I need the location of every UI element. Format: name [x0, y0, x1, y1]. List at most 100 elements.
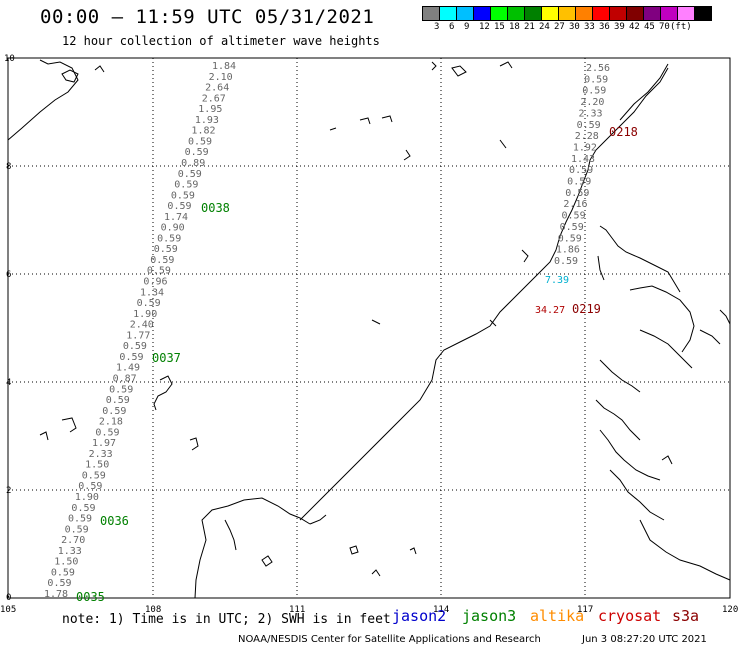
- color-scale-labels: 3 6 9 12 15 18 21 24 27 30 33 36 39 42 45 70 (ft): [422, 22, 740, 34]
- swh-label: 2.18: [99, 417, 123, 428]
- scale-label: 18: [509, 22, 520, 32]
- swh-label: 0.59: [567, 177, 591, 188]
- swh-label: 0.59: [565, 188, 589, 199]
- swh-label: 0.59: [562, 211, 586, 222]
- swh-label: 0.59: [558, 233, 582, 244]
- swh-label: 0.59: [65, 524, 89, 535]
- scale-label: 27: [554, 22, 565, 32]
- credit-date: Jun 3 08:27:20 UTC 2021: [582, 634, 707, 645]
- legend-jason2: jason2: [392, 607, 447, 625]
- scale-label: 21: [524, 22, 535, 32]
- swh-label: 2.28: [575, 131, 599, 142]
- swh-label: 2.20: [580, 97, 604, 108]
- swh-label: 0.59: [47, 578, 71, 589]
- pass-label-0219: 0219: [572, 302, 601, 316]
- scale-label: 39: [614, 22, 625, 32]
- swh-label: 2.67: [202, 93, 226, 104]
- swh-label-red: 34.27: [535, 305, 565, 316]
- pass-label-0036: 0036: [100, 514, 129, 528]
- swh-label: 1.93: [195, 115, 219, 126]
- scale-label: (ft): [670, 22, 692, 32]
- swh-label: 2.33: [578, 108, 602, 119]
- swh-label: 0.59: [102, 406, 126, 417]
- swh-label: 1.92: [573, 142, 597, 153]
- swh-label: 1.33: [58, 546, 82, 557]
- swh-label: 0.59: [178, 169, 202, 180]
- map-title: 00:00 – 11:59 UTC 05/31/2021: [40, 6, 375, 28]
- swh-label: 1.86: [556, 245, 580, 256]
- swh-label: 0.59: [171, 190, 195, 201]
- scale-label: 15: [494, 22, 505, 32]
- swh-label: 0.59: [119, 352, 143, 363]
- swh-label: 0.59: [157, 233, 181, 244]
- y-tick-label: 10: [4, 54, 15, 64]
- pass-label-0037: 0037: [152, 351, 181, 365]
- scale-label: 6: [449, 22, 455, 32]
- swh-label: 0.59: [554, 256, 578, 267]
- swh-label: 0.59: [109, 384, 133, 395]
- swh-label: 0.59: [174, 180, 198, 191]
- swh-label: 1.95: [198, 104, 222, 115]
- scale-swatch: [694, 6, 712, 21]
- map-subtitle: 12 hour collection of altimeter wave hei…: [62, 34, 380, 48]
- swh-label: 1.82: [191, 126, 215, 137]
- color-scale: [422, 6, 712, 21]
- swh-label: 0.59: [78, 481, 102, 492]
- swh-label: 1.84: [212, 61, 236, 72]
- swh-label: 1.34: [140, 287, 164, 298]
- swh-label: 0.96: [143, 277, 167, 288]
- x-tick-label: 105: [0, 605, 16, 615]
- swh-label: 1.90: [133, 309, 157, 320]
- legend-jason3: jason3: [462, 607, 517, 625]
- swh-label: 0.59: [71, 503, 95, 514]
- swh-label: 1.90: [75, 492, 99, 503]
- scale-label: 70: [659, 22, 670, 32]
- x-tick-label: 114: [433, 605, 449, 615]
- swh-label: 0.59: [188, 136, 212, 147]
- swh-label: 0.59: [95, 427, 119, 438]
- swh-label: 0.59: [154, 244, 178, 255]
- swh-label: 2.16: [563, 199, 587, 210]
- y-tick-label: 6: [6, 270, 11, 280]
- x-tick-label: 111: [289, 605, 305, 615]
- swh-label: 1.43: [571, 154, 595, 165]
- swh-label: 0.59: [150, 255, 174, 266]
- swh-label: 0.59: [577, 120, 601, 131]
- swh-label: 0.59: [560, 222, 584, 233]
- swh-label: 1.77: [126, 330, 150, 341]
- scale-label: 33: [584, 22, 595, 32]
- scale-label: 9: [464, 22, 470, 32]
- swh-label: 1.50: [85, 460, 109, 471]
- y-tick-label: 4: [6, 378, 11, 388]
- swh-label: 1.97: [92, 438, 116, 449]
- swh-label: 1.78: [44, 589, 68, 600]
- y-tick-label: 2: [6, 486, 11, 496]
- scale-label: 3: [434, 22, 440, 32]
- swh-label: 0.59: [185, 147, 209, 158]
- swh-label: 0.59: [137, 298, 161, 309]
- swh-label: 0.59: [51, 567, 75, 578]
- swh-label: 2.70: [61, 535, 85, 546]
- scale-label: 42: [629, 22, 640, 32]
- swh-label: 0.59: [82, 470, 106, 481]
- coastlines: [7, 59, 731, 599]
- swh-label: 0.59: [167, 201, 191, 212]
- swh-label: 1.50: [54, 557, 78, 568]
- plot-frame: [7, 57, 731, 599]
- swh-label: 2.40: [130, 320, 154, 331]
- pass-label-0035: 0035: [76, 590, 105, 604]
- swh-label: 2.56: [586, 63, 610, 74]
- swh-label: 0.59: [68, 514, 92, 525]
- legend-s3a: s3a: [672, 607, 700, 625]
- scale-label: 30: [569, 22, 580, 32]
- scale-label: 24: [539, 22, 550, 32]
- legend-cryosat: cryosat: [598, 607, 662, 625]
- swh-label: 0.59: [582, 86, 606, 97]
- scale-label: 45: [644, 22, 655, 32]
- credit-text: NOAA/NESDIS Center for Satellite Applica…: [238, 634, 541, 645]
- pass-label-0038: 0038: [201, 201, 230, 215]
- swh-label: 1.74: [164, 212, 188, 223]
- x-tick-label: 117: [577, 605, 593, 615]
- swh-label: 0.59: [569, 165, 593, 176]
